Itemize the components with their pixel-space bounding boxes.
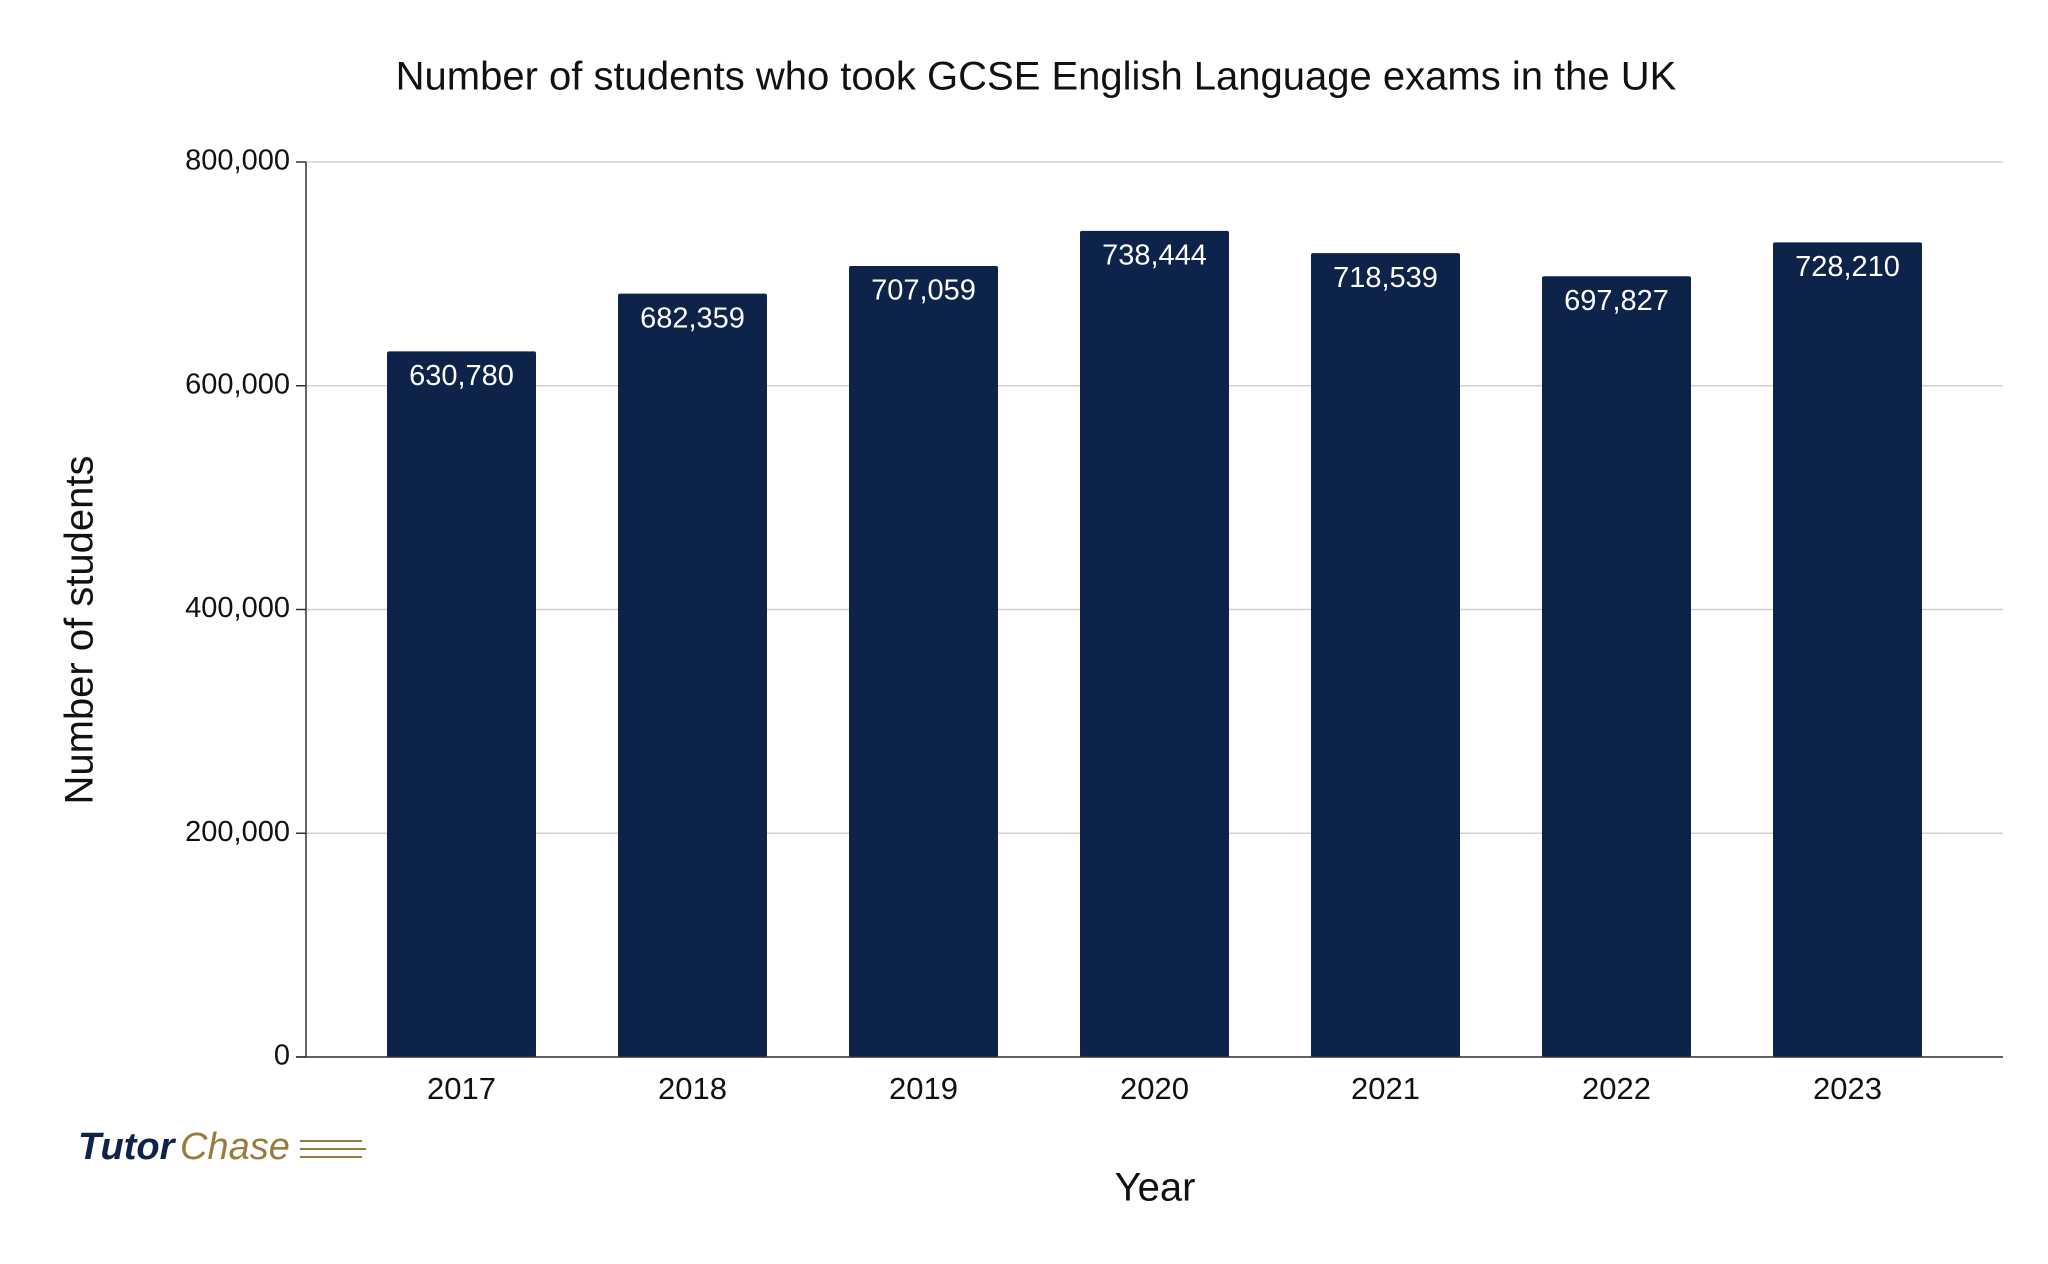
y-tick-label: 200,000: [185, 816, 290, 848]
brand-second: Chase: [180, 1126, 290, 1168]
x-tick-label: 2023: [1813, 1071, 1882, 1106]
value-label: 707,059: [871, 275, 976, 307]
bar: [618, 293, 767, 1058]
x-tick-label: 2022: [1582, 1071, 1651, 1106]
y-tick-label: 600,000: [185, 368, 290, 400]
value-label: 682,359: [640, 302, 745, 334]
brand-logo: Tutor Chase: [78, 1126, 366, 1168]
value-label: 718,539: [1333, 262, 1438, 294]
chart-title: Number of students who took GCSE English…: [396, 55, 1677, 99]
y-tick-label: 0: [274, 1040, 290, 1072]
bar: [849, 265, 998, 1057]
x-tick-label: 2019: [889, 1071, 958, 1106]
bar: [1542, 276, 1691, 1057]
y-tick-label: 800,000: [185, 145, 290, 177]
bar: [387, 351, 536, 1057]
value-label: 738,444: [1102, 240, 1207, 272]
brand-first: Tutor: [78, 1126, 177, 1168]
value-label: 630,780: [409, 360, 514, 392]
y-tick-label: 400,000: [185, 592, 290, 624]
x-tick-label: 2021: [1351, 1071, 1420, 1106]
x-axis-title: Year: [1115, 1166, 1196, 1210]
x-tick-label: 2018: [658, 1071, 727, 1106]
value-label: 728,210: [1795, 251, 1900, 283]
bar: [1080, 230, 1229, 1057]
bar: [1773, 242, 1922, 1057]
bar: [1311, 253, 1460, 1057]
x-tick-label: 2020: [1120, 1071, 1189, 1106]
y-axis-title: Number of students: [58, 455, 102, 804]
value-label: 697,827: [1564, 285, 1669, 317]
x-tick-label: 2017: [427, 1071, 496, 1106]
